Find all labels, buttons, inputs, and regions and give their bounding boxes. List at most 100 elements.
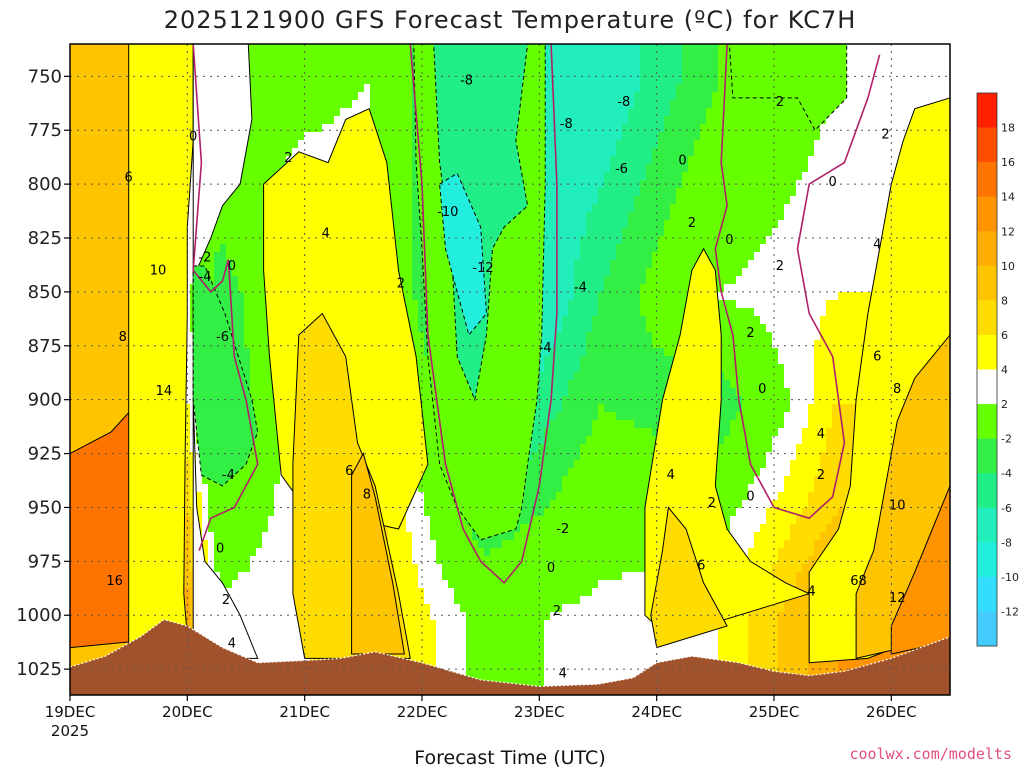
temperature-cell [406,628,413,637]
temperature-cell [250,308,257,317]
temperature-cell [262,572,269,581]
temperature-cell [274,52,281,61]
temperature-cell [256,244,263,253]
temperature-cell [394,76,401,85]
temperature-cell [412,268,419,277]
temperature-cell [268,44,275,53]
temperature-cell [430,436,437,445]
temperature-cell [262,396,269,405]
temperature-cell [226,532,233,541]
temperature-cell [406,548,413,557]
temperature-cell [214,268,221,277]
temperature-cell [304,148,311,157]
temperature-cell [322,108,329,117]
temperature-cell [406,564,413,573]
temperature-cell [358,84,365,93]
temperature-cell [400,44,407,53]
temperature-cell [418,268,425,277]
temperature-cell [262,372,269,381]
temperature-cell [430,644,437,653]
temperature-cell [394,556,401,565]
temperature-cell [256,444,263,453]
temperature-cell [412,332,419,341]
temperature-cell [310,84,317,93]
temperature-cell [424,380,431,389]
temperature-cell [280,540,287,549]
temperature-cell [274,548,281,557]
temperature-cell [256,436,263,445]
temperature-cell [220,500,227,509]
temperature-cell [430,508,437,517]
temperature-cell [286,500,293,509]
temperature-cell [256,652,263,661]
temperature-cell [412,652,419,661]
temperature-cell [406,156,413,165]
temperature-cell [274,484,281,493]
temperature-cell [280,92,287,101]
temperature-cell [280,116,287,125]
temperature-cell [394,148,401,157]
temperature-cell [280,548,287,557]
temperature-cell [388,548,395,557]
temperature-cell [394,68,401,77]
temperature-cell [424,420,431,429]
temperature-cell [286,532,293,541]
temperature-cell [232,268,239,277]
temperature-cell [286,524,293,533]
temperature-cell [406,284,413,293]
temperature-cell [280,532,287,541]
temperature-cell [202,556,209,565]
temperature-cell [292,84,299,93]
temperature-cell [388,524,395,533]
temperature-cell [226,476,233,485]
temperature-cell [376,44,383,53]
temperature-cell [268,468,275,477]
chart-title: 2025121900 GFS Forecast Temperature (ºC)… [164,6,857,34]
temperature-cell [238,228,245,237]
temperature-cell [382,52,389,61]
temperature-cell [352,44,359,53]
temperature-cell [250,564,257,573]
temperature-cell [424,556,431,565]
temperature-cell [406,516,413,525]
temperature-cell [256,420,263,429]
temperature-cell [184,588,191,597]
temperature-cell [394,244,401,253]
temperature-cell [412,292,419,301]
temperature-cell [406,100,413,109]
temperature-cell [400,60,407,69]
temperature-cell [418,508,425,517]
temperature-cell [382,148,389,157]
temperature-cell [394,92,401,101]
temperature-cell [406,276,413,285]
temperature-cell [244,492,251,501]
temperature-cell [238,340,245,349]
temperature-cell [412,340,419,349]
temperature-cell [418,244,425,253]
temperature-cell [238,332,245,341]
temperature-cell [262,140,269,149]
temperature-cell [262,644,269,653]
temperature-cell [256,220,263,229]
temperature-cell [280,612,287,621]
temperature-cell [340,60,347,69]
temperature-cell [292,636,299,645]
temperature-cell [286,572,293,581]
temperature-cell [424,644,431,653]
temperature-cell [268,132,275,141]
temperature-cell [256,316,263,325]
temperature-cell [400,604,407,613]
temperature-cell [388,540,395,549]
temperature-cell [412,524,419,533]
temperature-cell [400,260,407,269]
temperature-cell [304,68,311,77]
temperature-cell [286,76,293,85]
temperature-cell [370,100,377,109]
temperature-cell [250,572,257,581]
temperature-cell [298,68,305,77]
temperature-cell [274,508,281,517]
temperature-cell [430,572,437,581]
temperature-cell [268,164,275,173]
temperature-cell [418,276,425,285]
temperature-cell [304,44,311,53]
